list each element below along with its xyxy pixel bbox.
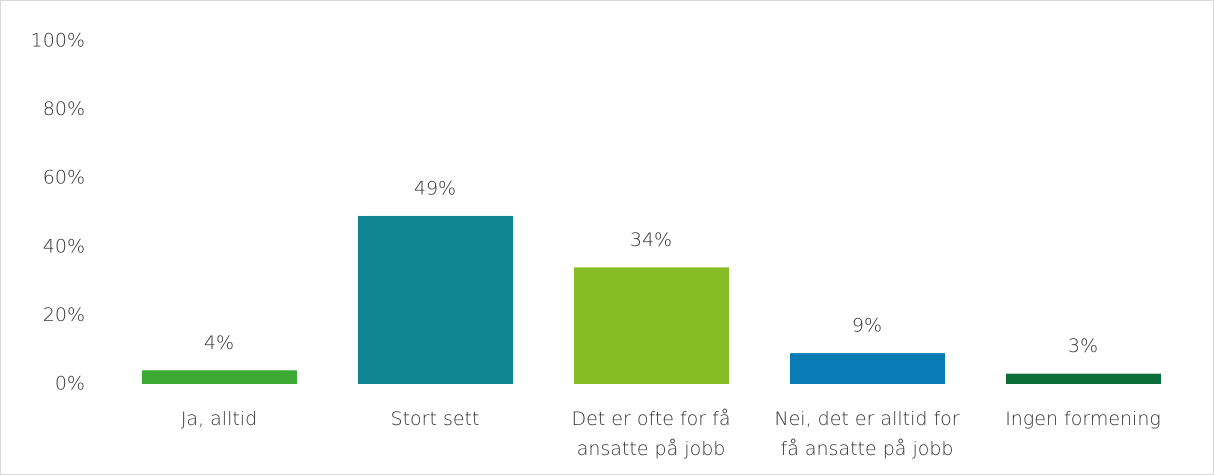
value-label: 9% (852, 315, 882, 337)
bar (1006, 373, 1161, 384)
bar (358, 215, 513, 384)
bar (790, 353, 945, 384)
y-tick-label: 0% (55, 373, 85, 395)
value-label: 4% (204, 332, 234, 354)
y-tick-label: 100% (31, 30, 85, 52)
value-label: 34% (630, 229, 672, 251)
y-tick-label: 40% (43, 235, 85, 257)
y-tick-label: 60% (43, 167, 85, 189)
value-label: 49% (414, 177, 456, 199)
value-label: 3% (1068, 335, 1098, 357)
y-tick-label: 80% (43, 98, 85, 120)
x-tick-label: Stort sett (390, 408, 480, 430)
x-tick-label: Ingen formening (1005, 408, 1161, 430)
x-tick-label: Nei, det er alltid for få ansatte på job… (774, 408, 960, 460)
bar (574, 267, 729, 384)
y-tick-label: 20% (43, 304, 85, 326)
x-tick-label: Ja, alltid (180, 408, 258, 430)
x-tick-label: Det er ofte for få ansatte på jobb (571, 408, 731, 460)
bar (142, 370, 297, 384)
